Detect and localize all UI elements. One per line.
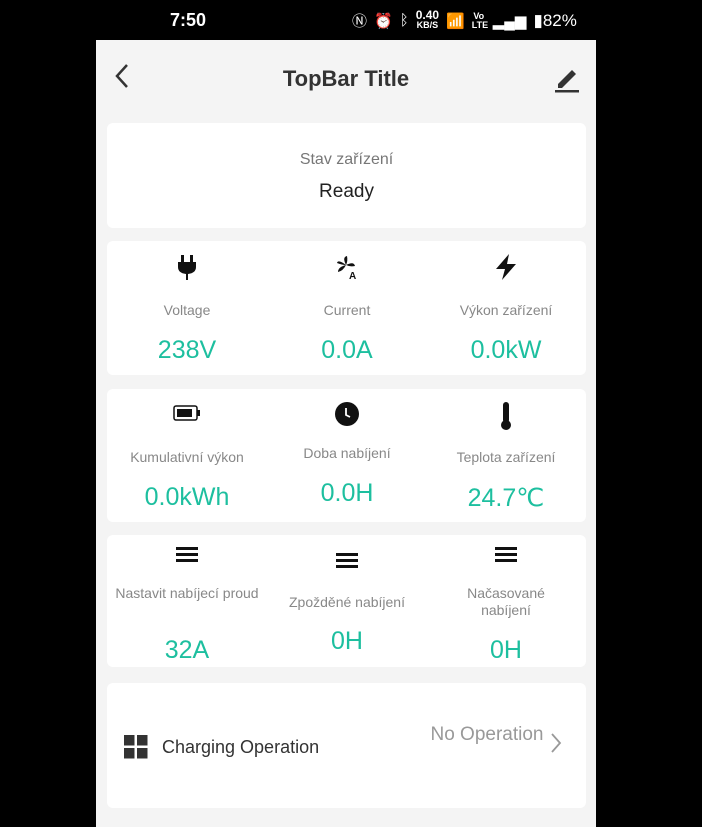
temperature-cell: Teplota zařízení 24.7℃	[426, 389, 586, 522]
pencil-icon	[555, 70, 579, 93]
device-status-label: Stav zařízení	[299, 151, 394, 168]
plug-icon	[178, 255, 196, 280]
chevron-right-icon	[551, 733, 562, 753]
charge-time-label: Doba nabíjení	[303, 445, 391, 461]
charging-operation-value: No Operation	[430, 724, 544, 745]
net-speed-unit: KB/S	[416, 20, 439, 30]
signal-icon: ▂▄▆	[492, 12, 527, 30]
battery-icon	[173, 405, 200, 421]
cumulative-cell: Kumulativní výkon 0.0kWh	[107, 389, 267, 522]
current-value: 0.0A	[321, 336, 373, 364]
charging-operation-label: Charging Operation	[162, 737, 320, 757]
power-value: 0.0kW	[470, 336, 542, 364]
power-cell: Výkon zařízení 0.0kW	[426, 241, 586, 375]
scheduled-charging[interactable]: Načasované nabíjení 0H	[426, 535, 586, 667]
status-bar: 7:50 Ⓝ ⏰ ᛒ 0.40 KB/S 📶 Vo LTE ▂▄▆ ▮82%	[0, 0, 702, 40]
menu-icon	[336, 553, 358, 568]
device-status-value: Ready	[319, 181, 374, 202]
top-bar: TopBar Title	[96, 40, 596, 120]
nfc-icon: Ⓝ	[352, 13, 368, 30]
current-label: Current	[323, 302, 371, 318]
fan-current-icon: A	[337, 256, 356, 281]
back-button[interactable]	[114, 62, 130, 98]
power-label: Výkon zařízení	[459, 302, 553, 318]
temperature-value: 24.7℃	[467, 484, 545, 512]
menu-icon	[176, 547, 198, 562]
charge-time-value: 0.0H	[320, 479, 374, 507]
clock-time: 7:50	[170, 10, 207, 30]
charge-time-cell: Doba nabíjení 0.0H	[267, 389, 427, 522]
page-title: TopBar Title	[282, 66, 410, 91]
scheduled-charging-value: 0H	[490, 636, 522, 664]
thermometer-icon	[501, 402, 511, 430]
svg-text:A: A	[349, 271, 356, 281]
status-icons: Ⓝ ⏰ ᛒ 0.40 KB/S 📶 Vo LTE ▂▄▆ ▮82%	[352, 8, 577, 31]
alarm-icon: ⏰	[374, 12, 393, 30]
delayed-charging[interactable]: Zpožděné nabíjení 0H	[267, 535, 427, 667]
voltage-cell: Voltage 238V	[107, 241, 267, 375]
set-charging-current[interactable]: Nastavit nabíjecí proud 32A	[107, 535, 267, 667]
device-status-card: Stav zařízení Ready	[107, 123, 586, 228]
net-speed: 0.40 KB/S	[415, 8, 440, 30]
cumulative-label: Kumulativní výkon	[130, 449, 244, 465]
edit-button[interactable]	[554, 64, 580, 99]
voltage-value: 238V	[157, 336, 217, 364]
scheduled-charging-label: Načasované nabíjení	[467, 585, 545, 618]
set-charging-current-value: 32A	[164, 636, 210, 664]
wifi-icon: 📶	[446, 12, 465, 30]
bluetooth-icon: ᛒ	[399, 12, 409, 29]
delayed-charging-label: Zpožděné nabíjení	[289, 594, 405, 610]
cumulative-value: 0.0kWh	[144, 483, 230, 511]
temperature-label: Teplota zařízení	[456, 449, 556, 465]
settings-row: Nastavit nabíjecí proud 32A Zpožděné nab…	[107, 535, 586, 667]
delayed-charging-value: 0H	[331, 627, 363, 655]
chevron-left-icon	[115, 64, 128, 88]
menu-icon	[495, 547, 517, 562]
lightning-icon	[496, 254, 516, 280]
voltage-label: Voltage	[163, 302, 211, 318]
metrics-row-1: Voltage 238V A Current 0.0A Výkon zaříze…	[107, 241, 586, 375]
net-speed-value: 0.40	[415, 8, 440, 22]
app-screen: TopBar Title Stav zařízení Ready Voltage…	[96, 40, 596, 827]
charging-operation-row[interactable]: Charging Operation No Operation	[107, 683, 586, 808]
battery-status: ▮82%	[533, 10, 577, 30]
volte-icon: Vo LTE	[471, 10, 489, 30]
grid-icon	[124, 735, 148, 759]
set-charging-current-label: Nastavit nabíjecí proud	[115, 585, 259, 601]
battery-percent: 82%	[542, 10, 577, 30]
metrics-row-2: Kumulativní výkon 0.0kWh Doba nabíjení 0…	[107, 389, 586, 522]
clock-icon	[335, 402, 359, 426]
current-cell: A Current 0.0A	[267, 241, 427, 375]
